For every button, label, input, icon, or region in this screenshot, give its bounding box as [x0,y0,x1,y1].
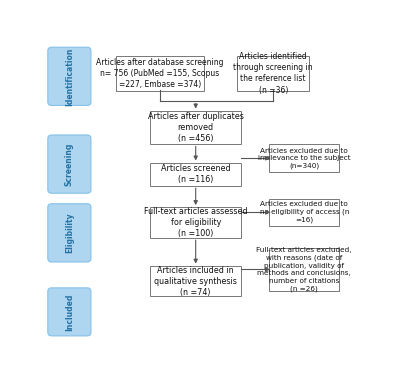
Text: Articles excluded due to
no eligibility of access (n
=16): Articles excluded due to no eligibility … [260,201,349,223]
Text: Articles screened
(n =116): Articles screened (n =116) [161,164,230,184]
FancyBboxPatch shape [150,111,241,144]
FancyBboxPatch shape [270,144,339,172]
Text: Identification: Identification [65,47,74,106]
FancyBboxPatch shape [270,199,339,226]
FancyBboxPatch shape [48,288,91,336]
Text: Articles excluded due to
irrelevance to the subject
(n=340): Articles excluded due to irrelevance to … [258,147,350,169]
Text: Full-text articles excluded,
with reasons (date of
publication, validity of
meth: Full-text articles excluded, with reason… [256,247,352,292]
FancyBboxPatch shape [48,204,91,262]
Text: Articles identified
through screening in
the reference list
(n =36): Articles identified through screening in… [233,52,313,95]
FancyBboxPatch shape [237,56,310,91]
Text: Articles after duplicates
removed
(n =456): Articles after duplicates removed (n =45… [148,112,244,143]
FancyBboxPatch shape [150,266,241,296]
Text: Screening: Screening [65,142,74,186]
Text: Articles after database screening
n= 756 (PubMed =155, Scopus
=227, Embase =374): Articles after database screening n= 756… [96,58,224,89]
FancyBboxPatch shape [48,47,91,105]
Text: Full-text articles assessed
for eligibility
(n =100): Full-text articles assessed for eligibil… [144,207,248,238]
FancyBboxPatch shape [48,135,91,193]
FancyBboxPatch shape [150,207,241,238]
Text: Included: Included [65,293,74,331]
Text: Eligibility: Eligibility [65,212,74,253]
FancyBboxPatch shape [270,248,339,291]
FancyBboxPatch shape [150,163,241,186]
Text: Articles included in
qualitative synthesis
(n =74): Articles included in qualitative synthes… [154,266,237,297]
FancyBboxPatch shape [116,56,204,91]
